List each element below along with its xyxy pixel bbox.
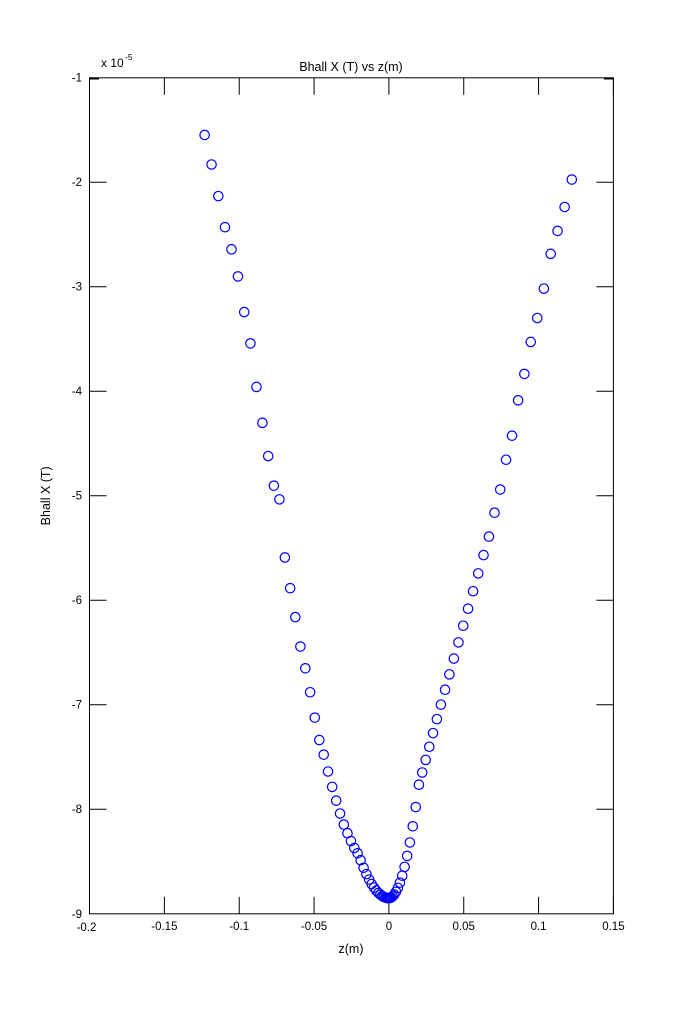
- svg-text:-7: -7: [72, 700, 82, 712]
- svg-text:-9: -9: [72, 909, 82, 921]
- svg-text:-3: -3: [72, 282, 82, 294]
- svg-text:-6: -6: [72, 595, 82, 607]
- svg-text:z(m): z(m): [339, 942, 364, 956]
- svg-text:-4: -4: [72, 386, 83, 398]
- svg-text:0: 0: [386, 921, 392, 933]
- svg-text:0.1: 0.1: [531, 921, 547, 933]
- svg-text:Bhall X (T): Bhall X (T): [39, 466, 53, 525]
- svg-text:-0.1: -0.1: [229, 921, 249, 933]
- svg-text:-2: -2: [72, 177, 82, 189]
- svg-text:-8: -8: [72, 804, 82, 816]
- svg-text:-0.05: -0.05: [301, 921, 327, 933]
- svg-text:-5: -5: [72, 491, 82, 503]
- svg-text:0.05: 0.05: [453, 921, 475, 933]
- svg-text:-0.2: -0.2: [77, 922, 97, 934]
- svg-text:-5: -5: [125, 52, 133, 62]
- svg-text:-1: -1: [72, 73, 82, 85]
- svg-text:x 10: x 10: [101, 56, 124, 70]
- svg-text:-0.15: -0.15: [151, 921, 177, 933]
- svg-text:0.15: 0.15: [602, 921, 624, 933]
- svg-text:Bhall X (T) vs z(m): Bhall X (T) vs z(m): [299, 60, 402, 74]
